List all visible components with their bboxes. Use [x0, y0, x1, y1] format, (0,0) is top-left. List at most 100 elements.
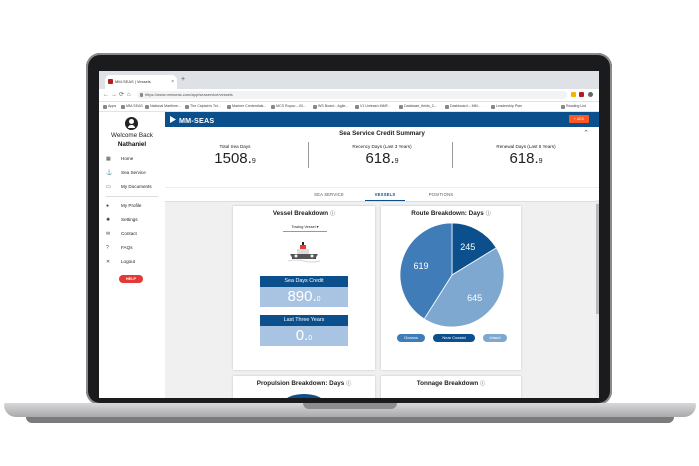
app-logo[interactable]: MM-SEAS: [179, 116, 215, 125]
avatar-icon[interactable]: [125, 117, 138, 130]
reload-icon[interactable]: ⟳: [119, 92, 125, 98]
bookmark-item[interactable]: Mariner Credentials...: [227, 102, 266, 111]
bookmark-item[interactable]: The Captain's Tol...: [185, 102, 221, 111]
bookmark-item[interactable]: MCS Ropco – Bl...: [271, 102, 306, 111]
vessel-breakdown-card: Vessel Breakdown ⓘ Towing Vessel ▾ Sea Da…: [233, 206, 375, 370]
bookmark-item[interactable]: WS Board - Agile...: [313, 102, 348, 111]
info-icon[interactable]: ⓘ: [485, 211, 491, 217]
legend-item-oceans[interactable]: Oceans: [397, 334, 425, 342]
stat-label: Renewal Days (Last 5 Years): [496, 144, 556, 149]
sidebar-item-label: FAQs: [121, 245, 133, 250]
bookmark-item[interactable]: Reading List: [561, 102, 586, 111]
credit-summary: Sea Service Credit Summary ⌃ Total Sea D…: [165, 127, 599, 187]
new-tab-button[interactable]: +: [181, 76, 186, 83]
bookmark-item[interactable]: V1 Unleash MMF...: [355, 102, 390, 111]
laptop-notch: [303, 403, 397, 409]
stat-total-sea-days: Total Sea Days 1508.9: [165, 144, 305, 170]
info-icon[interactable]: ⓘ: [480, 381, 486, 387]
back-icon[interactable]: ←: [103, 92, 109, 98]
scrollbar[interactable]: [596, 200, 599, 398]
scrollbar-thumb[interactable]: [596, 204, 599, 314]
laptop-screen: MM-SEAS | Vessels × + ← → ⟳ ⌂ https://ww…: [99, 71, 599, 398]
sidebar: Welcome Back Nathaniel ▦ Home ⚓ Sea Serv…: [99, 112, 166, 398]
sea-days-value: 890.0: [287, 288, 321, 305]
add-button[interactable]: + ADD: [569, 115, 589, 123]
bookmark-item[interactable]: National Maritime...: [145, 102, 181, 111]
pie-slice-oceans[interactable]: [399, 222, 453, 320]
card-title: Vessel Breakdown ⓘ: [272, 210, 336, 217]
mail-icon: ✉: [106, 231, 111, 237]
tab-sea-service[interactable]: SEA SERVICE: [314, 192, 344, 197]
main-content: MM-SEAS + ADD Sea Service Credit Summary…: [165, 112, 599, 398]
tab-positions[interactable]: POSITIONS: [428, 192, 454, 197]
info-icon[interactable]: ⓘ: [330, 211, 336, 217]
legend-item-inland[interactable]: Inland: [483, 334, 507, 342]
stat-renewal-days: Renewal Days (Last 5 Years) 618.9: [456, 144, 596, 170]
three-years-box: Last Three Years 0.0: [260, 315, 348, 346]
laptop-foot: [26, 417, 674, 423]
forward-icon[interactable]: →: [111, 92, 117, 98]
browser-tabbar: MM-SEAS | Vessels × +: [99, 71, 599, 89]
propulsion-breakdown-card: Propulsion Breakdown: Days ⓘ: [233, 376, 375, 398]
vessel-type-select[interactable]: Towing Vessel ▾: [283, 223, 327, 232]
sea-days-credit-box: Sea Days Credit 890.0: [260, 276, 348, 307]
sidebar-item-label: Home: [121, 156, 134, 161]
sidebar-item-settings[interactable]: ✹ Settings: [106, 215, 164, 225]
lock-icon: [140, 93, 143, 97]
sidebar-divider: [106, 196, 158, 197]
stat-label: Recency Days (Last 3 Years): [352, 144, 412, 149]
route-breakdown-card: Route Breakdown: Days ⓘ 245 645 619 Oceans N…: [381, 206, 521, 370]
sidebar-item-label: Contact: [121, 231, 137, 236]
sidebar-item-logout[interactable]: ✕ Logout: [106, 257, 164, 267]
close-icon: ✕: [106, 259, 111, 265]
sidebar-item-my-profile[interactable]: ● My Profile: [106, 201, 164, 211]
profile-icon[interactable]: [588, 92, 593, 97]
address-bar: ← → ⟳ ⌂ https://www.mmseas.com/app/sease…: [99, 89, 599, 102]
favicon-icon: [108, 79, 113, 84]
three-years-value: 0.0: [295, 327, 313, 344]
stat-value: 1508.9: [214, 150, 256, 167]
section-tabs: SEA SERVICE VESSELS POSITIONS: [165, 187, 599, 202]
card-title: Tonnage Breakdown ⓘ: [416, 380, 486, 387]
pie-slice-near-coastal[interactable]: [451, 222, 497, 276]
pie-slice-inland[interactable]: [423, 247, 505, 328]
propulsion-chart-peek: [283, 394, 325, 398]
stat-value: 618.9: [509, 150, 543, 167]
sidebar-item-label: Logout: [121, 259, 136, 264]
bookmark-item[interactable]: Database_fields_C...: [399, 102, 437, 111]
stat-label: Total Sea Days: [219, 144, 251, 149]
home-icon[interactable]: ⌂: [127, 92, 131, 98]
sidebar-item-contact[interactable]: ✉ Contact: [106, 229, 164, 239]
info-icon[interactable]: ⓘ: [346, 381, 352, 387]
collapse-icon[interactable]: ⌃: [583, 130, 589, 137]
sea-days-label: Sea Days Credit: [260, 276, 348, 287]
card-title: Propulsion Breakdown: Days ⓘ: [256, 380, 352, 387]
three-years-label: Last Three Years: [260, 315, 348, 326]
question-icon: ?: [106, 245, 109, 251]
tab-vessels[interactable]: VESSELS: [355, 188, 415, 201]
bookmark-item[interactable]: Apps: [103, 102, 116, 111]
help-button[interactable]: HELP: [119, 275, 143, 283]
extension-icon[interactable]: [571, 92, 576, 97]
bookmark-item[interactable]: Dashboard – MM...: [445, 102, 481, 111]
close-tab-icon[interactable]: ×: [171, 79, 174, 85]
bookmark-item[interactable]: MM-SEAS: [121, 102, 143, 111]
stat-recency-days: Recency Days (Last 3 Years) 618.9: [312, 144, 452, 170]
chevron-down-icon: ▾: [316, 225, 319, 229]
sidebar-item-faqs[interactable]: ? FAQs: [106, 243, 164, 253]
browser-tab[interactable]: MM-SEAS | Vessels ×: [105, 75, 177, 89]
sidebar-item-my-documents[interactable]: ▭ My Documents: [106, 182, 164, 192]
sidebar-item-sea-service[interactable]: ⚓ Sea Service: [106, 168, 164, 178]
home-icon: ▦: [106, 156, 111, 162]
extension-icon[interactable]: [579, 92, 584, 97]
route-pie-chart: 245 645 619: [399, 222, 505, 328]
url-input[interactable]: https://www.mmseas.com/app/seaservice/ve…: [137, 91, 567, 99]
stat-divider: [452, 142, 453, 168]
folder-icon: ▭: [106, 184, 111, 190]
gear-icon: ✹: [106, 217, 111, 223]
profile-icon: ●: [106, 203, 110, 209]
sidebar-item-label: Settings: [121, 217, 138, 222]
sidebar-item-home[interactable]: ▦ Home: [106, 154, 164, 164]
bookmark-item[interactable]: Leadership Plan: [491, 102, 522, 111]
legend-item-near-coastal[interactable]: Near Coastal: [433, 334, 475, 342]
